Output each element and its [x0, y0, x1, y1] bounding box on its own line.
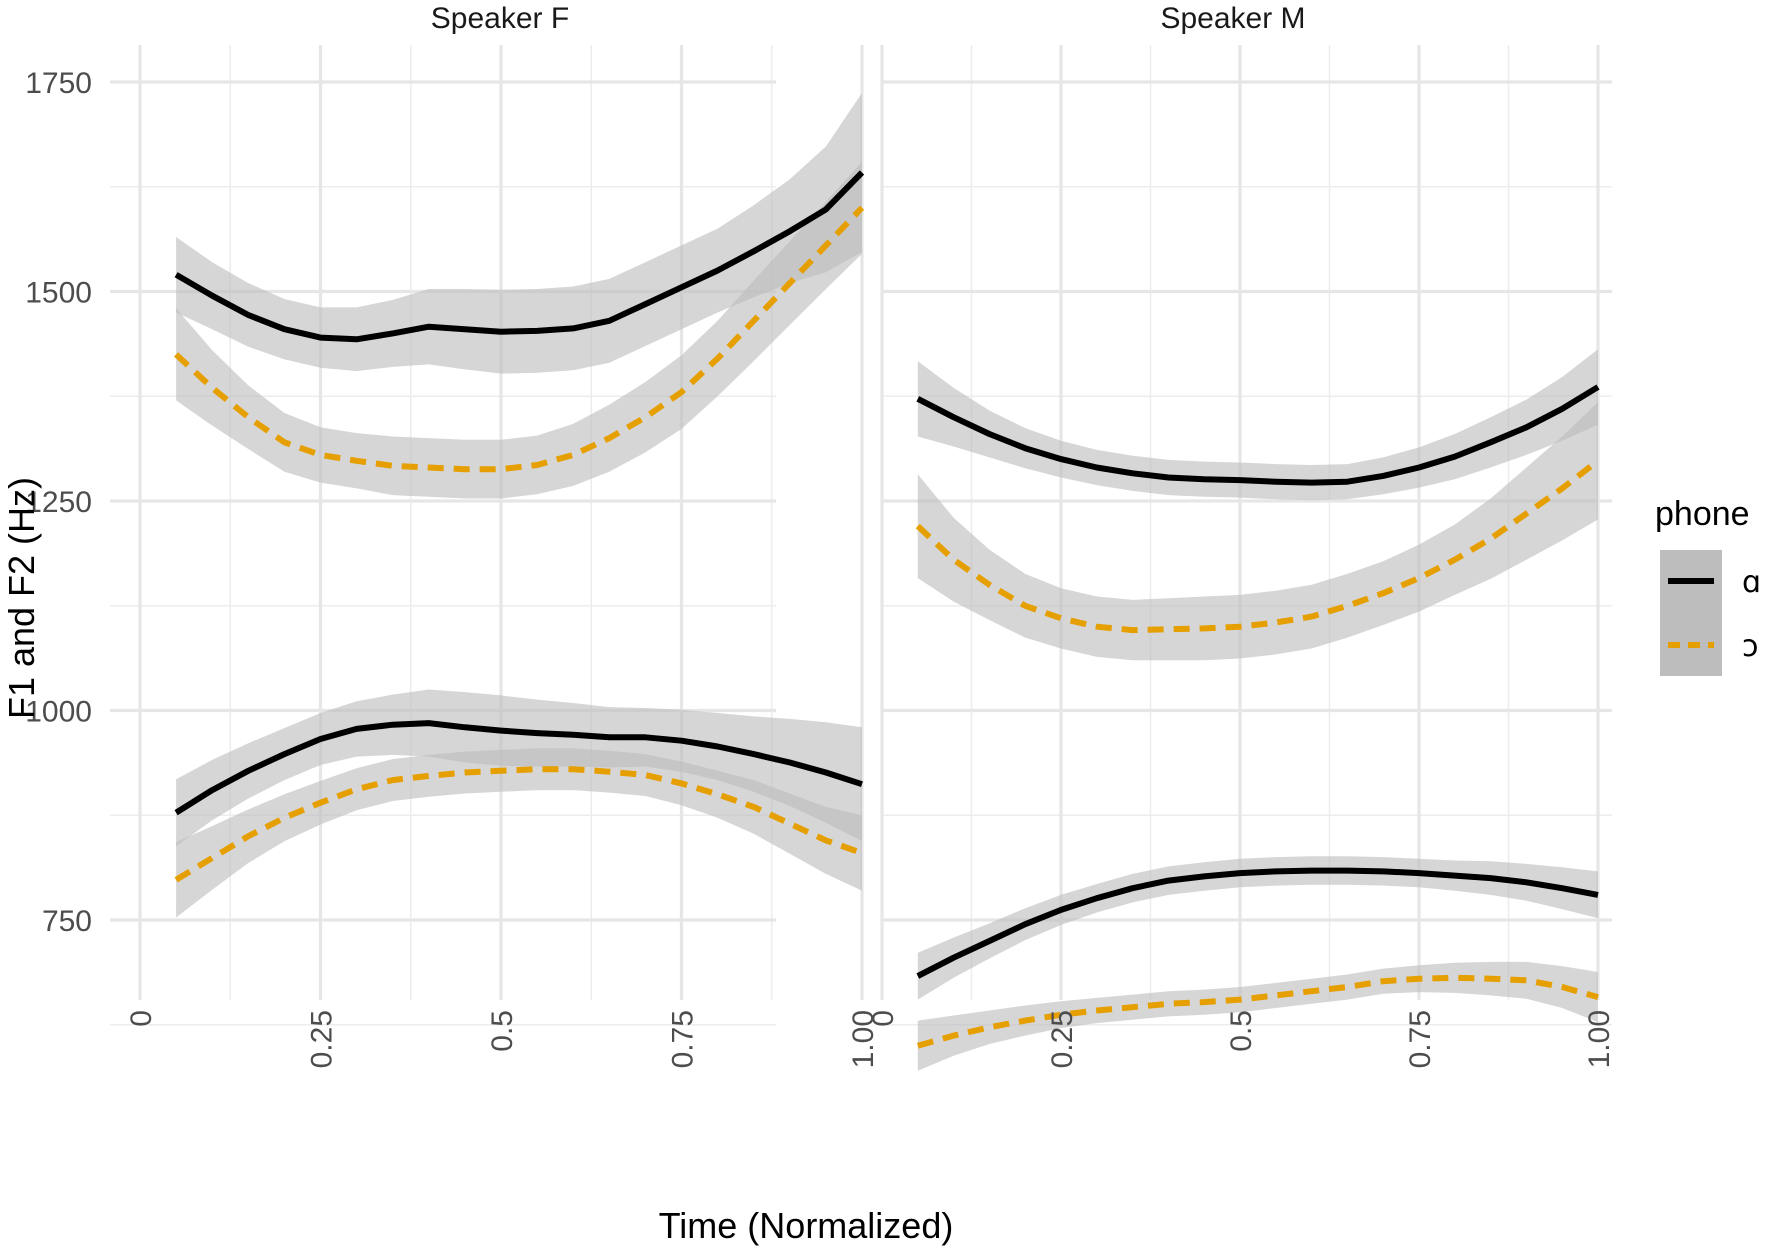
line-speaker-m-f1-o	[916, 974, 1599, 1049]
y-axis-ticks: 750 1000 1250 1500 1750	[25, 67, 92, 938]
x-tick-label: 0.25	[306, 1010, 339, 1068]
legend-title: phone	[1655, 495, 1750, 533]
band-speaker-m-f1-o	[917, 961, 1598, 1071]
x-tick-label: 0.5	[1225, 1010, 1258, 1052]
line-speaker-f-f2-a	[174, 170, 865, 343]
panel-speaker-f	[110, 45, 865, 1026]
x-tick-label: 0.75	[667, 1010, 700, 1068]
line-speaker-m-f1-a	[916, 867, 1599, 979]
x-tick-label: 0.25	[1046, 1010, 1079, 1068]
y-tick-label: 1500	[25, 277, 92, 310]
legend-label-a: ɑ	[1742, 565, 1761, 600]
x-axis-title: Time (Normalized)	[659, 1205, 954, 1246]
x-tick-label: 0.75	[1404, 1010, 1437, 1068]
legend-label-o: ɔ	[1742, 629, 1758, 664]
y-tick-label: 1250	[25, 486, 92, 519]
line-speaker-m-f2-a	[916, 384, 1600, 486]
legend: phone ɑ ɔ	[1655, 495, 1761, 676]
x-tick-label: 0	[867, 1010, 900, 1027]
line-speaker-f-f1-o	[174, 766, 863, 883]
line-speaker-f-f2-o	[174, 205, 865, 473]
y-tick-label: 750	[42, 905, 92, 938]
x-tick-label: 1.00	[847, 1010, 880, 1068]
line-speaker-m-f2-o	[915, 458, 1600, 634]
band-speaker-f-f2-a	[176, 92, 863, 374]
y-tick-label: 1000	[25, 696, 92, 729]
line-speaker-f-f1-a	[174, 720, 863, 816]
panel-speaker-m	[880, 45, 1612, 1071]
band-speaker-m-f2-o	[917, 402, 1598, 661]
band-speaker-m-f1-a	[917, 856, 1598, 1000]
x-tick-label: 0	[125, 1010, 158, 1027]
x-tick-label: 1.00	[1583, 1010, 1616, 1068]
band-speaker-f-f2-o	[176, 161, 863, 499]
strip-label-speaker-f: Speaker F	[431, 2, 569, 35]
y-axis-title: F1 and F2 (Hz)	[1, 477, 42, 719]
legend-key-background	[1660, 550, 1722, 676]
x-tick-label: 0.5	[486, 1010, 519, 1052]
y-tick-label: 1750	[25, 67, 92, 100]
strip-label-speaker-m: Speaker M	[1160, 2, 1305, 35]
x-axis-ticks: 0 0.25 0.5 0.75 1.000 0.25 0.5 0.75 1.00	[125, 1010, 1616, 1068]
